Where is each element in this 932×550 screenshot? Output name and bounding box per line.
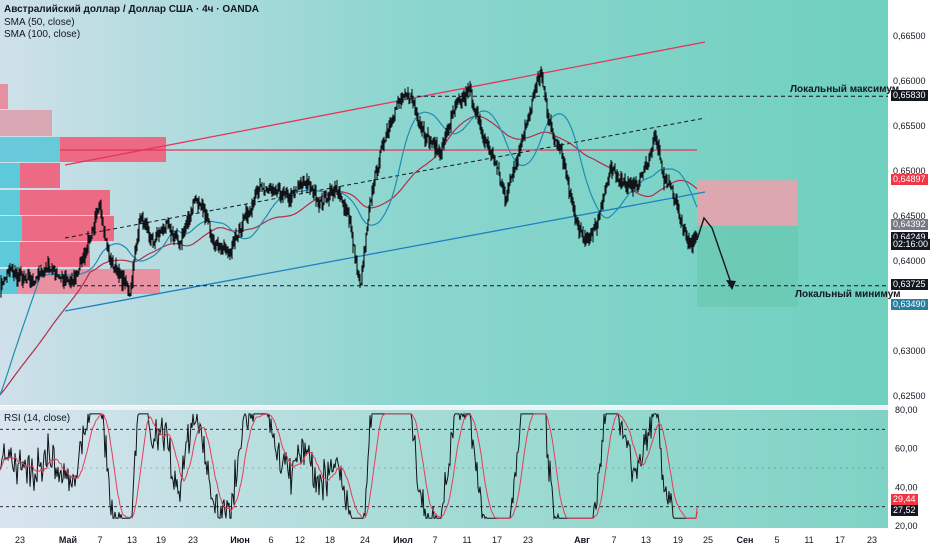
trend-lines	[60, 41, 888, 312]
time-tick-label: 7	[97, 535, 102, 545]
time-tick-label: 6	[268, 535, 273, 545]
time-tick-label: Сен	[737, 535, 754, 545]
time-tick-label: 7	[432, 535, 437, 545]
time-tick-label: 19	[673, 535, 683, 545]
time-tick-label: Май	[59, 535, 77, 545]
time-tick-label: 23	[523, 535, 533, 545]
time-tick-label: 23	[867, 535, 877, 545]
profile-bar	[0, 242, 20, 267]
price-tick-label: 0,63000	[893, 346, 926, 356]
rsi-tick-label: 80,00	[895, 405, 918, 415]
channel-mid-line	[64, 117, 706, 239]
price-badge: 0,64897	[891, 174, 928, 185]
price-badge: 0,63490	[891, 299, 928, 310]
time-tick-label: 23	[188, 535, 198, 545]
time-tick-label: 12	[295, 535, 305, 545]
profile-bar	[0, 110, 52, 136]
price-tick-label: 0,66000	[893, 76, 926, 86]
candlestick-wicks	[0, 66, 698, 298]
time-tick-label: 18	[325, 535, 335, 545]
rsi-tick-label: 60,00	[895, 444, 918, 454]
time-tick-label: Авг	[574, 535, 590, 545]
time-tick-label: Июн	[230, 535, 250, 545]
price-tick-label: 0,64500	[893, 211, 926, 221]
rsi-badge: 29,44	[891, 494, 918, 505]
time-axis-bg	[0, 528, 888, 550]
rsi-badge: 27,52	[891, 505, 918, 516]
price-tick-label: 0,65000	[893, 166, 926, 176]
price-badge: 0,65830	[891, 90, 928, 101]
time-tick-label: Июл	[393, 535, 413, 545]
channel-top-line	[64, 41, 706, 166]
price-badge: 0,63725	[891, 279, 928, 290]
time-tick-label: 11	[462, 535, 471, 545]
time-tick-label: 17	[835, 535, 845, 545]
profile-bar	[22, 216, 114, 241]
time-tick-label: 24	[360, 535, 370, 545]
profile-bar	[0, 190, 20, 215]
sma50-legend[interactable]: SMA (50, close)	[4, 17, 75, 28]
time-tick-label: 25	[703, 535, 713, 545]
rsi-pane-bg	[0, 410, 888, 528]
pane-separator	[0, 406, 888, 410]
profile-bar	[0, 84, 8, 109]
price-tick-label: 0,62500	[893, 391, 926, 401]
time-tick-label: 17	[492, 535, 502, 545]
price-tick-label: 0,66500	[893, 31, 926, 41]
time-tick-label: 23	[15, 535, 25, 545]
price-candles	[0, 66, 698, 298]
volume-profile	[0, 84, 166, 294]
stop-zone	[697, 180, 798, 226]
price-tick-label: 0,64000	[893, 256, 926, 266]
projection-arrow	[696, 216, 733, 287]
profile-bar	[20, 163, 60, 188]
time-tick-label: 5	[774, 535, 779, 545]
time-tick-label: 19	[156, 535, 166, 545]
rsi-signal-line	[0, 413, 698, 519]
profile-bar	[0, 163, 20, 188]
sma100-legend[interactable]: SMA (100, close)	[4, 29, 81, 40]
target-zone	[697, 225, 798, 307]
time-tick-label: 11	[804, 535, 813, 545]
time-tick-label: 13	[641, 535, 651, 545]
price-badge: 02:16:00	[891, 239, 931, 250]
sma50-line	[0, 110, 698, 396]
chart-title: Австралийский доллар / Доллар США · 4ч ·…	[4, 4, 260, 15]
local-max-label: Локальный максимум	[790, 84, 900, 95]
local-min-label: Локальный минимум	[795, 289, 901, 300]
position-tool	[697, 180, 798, 307]
profile-bar	[0, 137, 60, 162]
channel-bottom-line	[64, 191, 706, 312]
rsi-tick-label: 40,00	[895, 482, 918, 492]
price-badge: 0,64392	[891, 219, 928, 230]
price-badge: 0,64249	[891, 232, 928, 243]
profile-bar	[0, 216, 22, 241]
time-tick-label: 7	[611, 535, 616, 545]
rsi-tick-label: 20,00	[895, 521, 918, 531]
rsi-indicator	[0, 412, 888, 520]
rsi-legend[interactable]: RSI (14, close)	[4, 413, 71, 424]
profile-bar	[20, 190, 110, 215]
projection-arrowhead	[726, 280, 736, 290]
price-tick-label: 0,65500	[893, 121, 926, 131]
profile-bar	[20, 242, 90, 267]
time-tick-label: 13	[127, 535, 137, 545]
